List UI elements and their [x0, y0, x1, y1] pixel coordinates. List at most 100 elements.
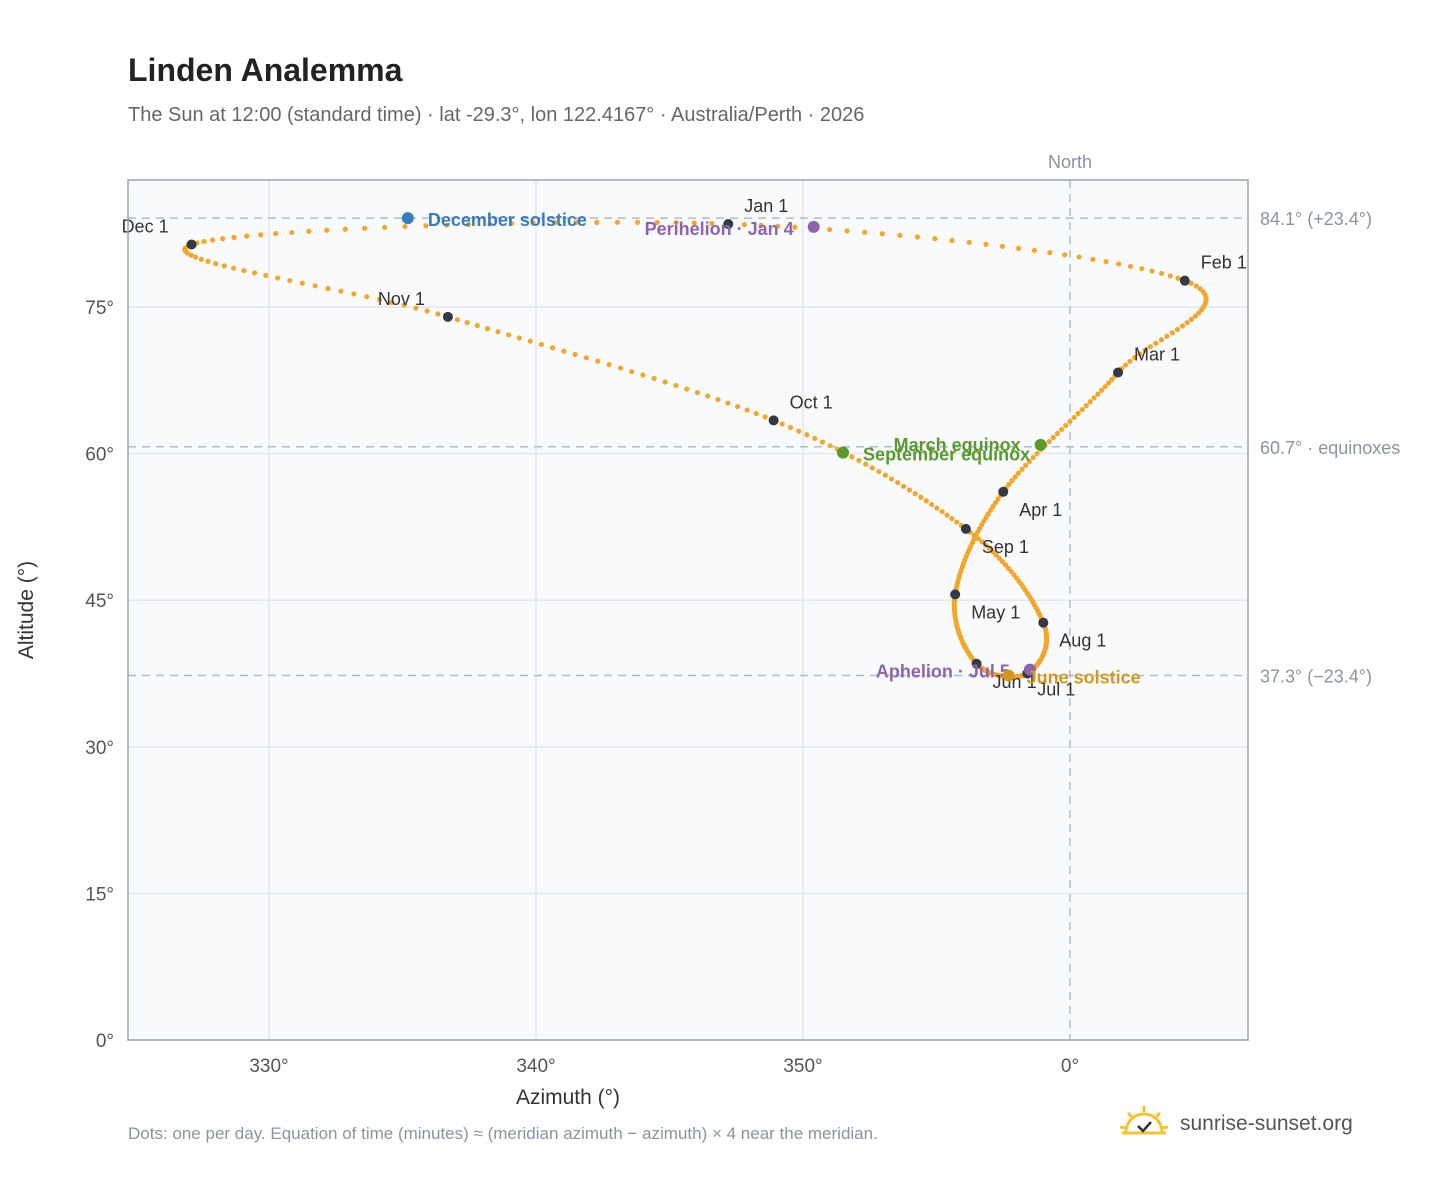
daily-dot — [614, 219, 621, 225]
daily-dot — [306, 228, 312, 234]
month-marker — [723, 218, 734, 229]
daily-dot — [1046, 438, 1052, 445]
daily-dot — [312, 283, 318, 289]
plot-area — [128, 180, 1248, 1040]
daily-dot — [819, 439, 826, 445]
month-label: Oct 1 — [790, 392, 833, 412]
daily-dot — [673, 220, 679, 226]
daily-dot — [863, 461, 869, 467]
daily-dot — [1137, 351, 1143, 357]
daily-dot — [1071, 414, 1077, 421]
daily-dot — [912, 491, 918, 497]
daily-dot — [918, 494, 924, 500]
daily-dot — [342, 226, 348, 232]
daily-dot — [1169, 330, 1175, 336]
daily-dot — [694, 389, 700, 396]
reference-lines: North 84.1° (+23.4°) 60.7° · equinoxes 37.3… — [128, 152, 1400, 1040]
daily-dot — [1009, 478, 1015, 484]
daily-dot — [1054, 430, 1061, 437]
daily-dot — [1098, 387, 1105, 393]
daily-dot — [1175, 275, 1181, 281]
daily-dot — [221, 263, 227, 269]
y-tick-label: 0° — [96, 1031, 114, 1052]
daily-dot — [402, 223, 408, 230]
daily-dot — [275, 275, 281, 281]
month-marker — [998, 486, 1009, 497]
daily-dot — [1030, 454, 1036, 461]
chart-title: Linden Analemma — [128, 52, 403, 88]
event-markers: December solstice Perihelion · Jan 4 March… — [401, 210, 1141, 687]
daily-dot — [775, 223, 781, 229]
daily-dot — [424, 308, 430, 314]
daily-dot — [487, 221, 493, 227]
event-marker — [1034, 438, 1047, 451]
daily-dot — [1179, 323, 1186, 329]
daily-dot — [595, 358, 601, 364]
event-label: Perihelion · Jan 4 — [645, 219, 794, 239]
daily-dot — [413, 305, 419, 311]
daily-dot — [876, 468, 882, 475]
daily-dot — [983, 542, 989, 548]
daily-dot — [1103, 259, 1109, 265]
axes: 330° 340° 350° 0° 0° 15° 30° 45° 60° 75° Azimuth (… — [15, 298, 1079, 1109]
daily-dot — [1105, 380, 1112, 386]
y-tick-label: 30° — [85, 738, 114, 759]
event-label: September equinox — [863, 445, 1030, 465]
daily-dot — [1006, 481, 1012, 488]
month-label: Aug 1 — [1059, 631, 1106, 651]
daily-dot — [762, 414, 768, 420]
daily-dot — [975, 536, 981, 542]
daily-dot — [735, 403, 741, 410]
daily-dot — [986, 546, 993, 552]
daily-dot — [691, 220, 697, 226]
y-tick-label: 45° — [85, 591, 114, 612]
daily-dot — [192, 254, 199, 260]
daily-dot — [1102, 384, 1108, 390]
daily-dot — [888, 476, 895, 482]
daily-dot — [856, 457, 862, 464]
daily-dot — [251, 270, 258, 276]
event-marker — [1002, 669, 1015, 682]
daily-dot — [792, 224, 798, 230]
daily-dot — [1122, 362, 1129, 368]
daily-dot — [999, 243, 1006, 249]
daily-dot — [324, 227, 330, 233]
daily-dot — [932, 236, 938, 242]
daily-dot — [1063, 422, 1069, 429]
daily-dot — [241, 267, 247, 274]
daily-dot — [1000, 559, 1006, 565]
daily-dot — [1062, 252, 1068, 258]
daily-dot — [882, 472, 888, 478]
event-marker — [837, 446, 850, 459]
daily-dot — [1087, 399, 1093, 405]
reference-line-label: 84.1° (+23.4°) — [1260, 209, 1372, 229]
daily-dot — [949, 516, 955, 522]
daily-dot — [1158, 337, 1165, 343]
daily-dot — [1076, 254, 1082, 260]
daily-dot — [1075, 410, 1081, 417]
reference-line-label: 60.7° · equinoxes — [1260, 438, 1400, 458]
daily-dot — [1079, 406, 1085, 413]
daily-dot — [1090, 256, 1096, 262]
daily-dot — [508, 220, 515, 227]
daily-dot — [325, 285, 331, 292]
daily-dot — [901, 483, 907, 489]
month-label: May 1 — [971, 602, 1020, 622]
daily-dot — [287, 277, 293, 284]
daily-dot — [258, 232, 264, 238]
daily-dot — [914, 234, 921, 240]
brand-logo[interactable]: sunrise-sunset.org — [1118, 1102, 1353, 1146]
daily-dot — [1026, 458, 1032, 465]
daily-dot — [715, 396, 721, 403]
daily-dot — [634, 219, 641, 225]
daily-dot — [244, 233, 250, 239]
daily-dot — [906, 487, 913, 493]
daily-dot — [993, 552, 999, 558]
daily-dot — [551, 220, 558, 226]
y-tick-label: 75° — [85, 298, 114, 319]
daily-dot — [594, 219, 600, 225]
daily-dot — [1091, 395, 1097, 401]
event-label: Aphelion · Jul 5 — [876, 662, 1010, 682]
daily-dot — [530, 220, 536, 226]
